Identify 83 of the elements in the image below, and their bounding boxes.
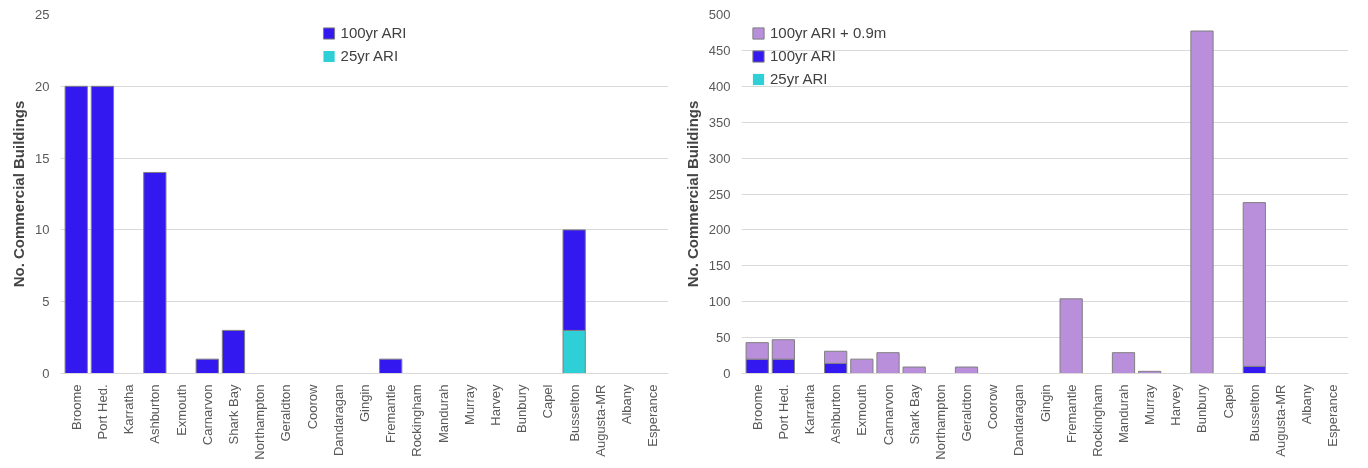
bar	[143, 171, 167, 374]
x-tick-label: Carnarvon	[880, 384, 896, 446]
x-tick-label: Augusta-MR	[592, 384, 608, 457]
y-tick-label: 150	[708, 258, 731, 274]
y-tick-label: 10	[35, 222, 50, 238]
x-tick-label: Rockingham	[409, 384, 425, 457]
y-tick-label: 0	[42, 366, 50, 381]
bar	[954, 366, 979, 374]
bar	[902, 366, 926, 374]
x-tick-label: Northampton	[932, 384, 948, 460]
y-tick-label: 300	[708, 150, 731, 166]
bar	[1059, 298, 1083, 374]
x-tick-label: Gingin	[1037, 384, 1053, 423]
x-tick-label: Busselton	[566, 384, 582, 442]
x-tick-label: Broome	[749, 384, 765, 431]
bar	[1190, 30, 1214, 374]
x-tick-label: Shark Bay	[225, 384, 241, 445]
x-tick-label: Esperance	[1325, 384, 1341, 447]
x-tick-label: Mandurah	[1115, 384, 1131, 444]
x-tick-label: Bunbury	[1194, 384, 1210, 433]
y-tick-label: 5	[42, 294, 50, 310]
x-tick-label: Albany	[1299, 384, 1315, 425]
bar	[1111, 352, 1136, 374]
bar	[876, 352, 900, 374]
x-tick-label: Port Hed.	[94, 384, 110, 440]
x-tick-label: Murray	[1142, 384, 1158, 425]
x-tick-label: Dandaragan	[1011, 384, 1027, 457]
y-tick-label: 500	[708, 7, 731, 22]
x-tick-label: Murray	[461, 384, 477, 425]
x-tick-label: Gingin	[357, 384, 372, 423]
y-tick-label: 250	[708, 186, 731, 202]
x-tick-label: Shark Bay	[906, 384, 922, 445]
x-tick-label: Geraldton	[959, 384, 975, 442]
y-tick-label: 450	[708, 42, 731, 58]
legend-label: 100yr ARI + 0.9m	[770, 24, 887, 41]
x-tick-label: Capel	[1220, 384, 1236, 419]
x-tick-label: Albany	[619, 384, 635, 425]
x-tick-label: Exmouth	[854, 384, 870, 436]
x-tick-label: Broome	[68, 384, 84, 431]
x-tick-label: Busselton	[1246, 384, 1262, 442]
x-tick-label: Ashburton	[828, 384, 844, 444]
y-tick-label: 400	[708, 78, 731, 94]
bar	[379, 358, 403, 374]
x-tick-label: Fremantle	[383, 384, 399, 444]
y-tick-label: 0	[723, 366, 731, 381]
x-tick-label: Harvey	[1168, 384, 1184, 426]
bar	[221, 329, 246, 374]
x-tick-label: Harvey	[488, 384, 504, 426]
x-tick-label: Port Hed.	[775, 384, 791, 440]
x-tick-label: Dandaragan	[330, 384, 346, 457]
legend-label: 100yr ARI	[340, 24, 407, 41]
legend-label: 25yr ARI	[770, 70, 828, 87]
legend-label: 100yr ARI	[770, 47, 836, 64]
x-tick-label: Esperance	[645, 384, 661, 447]
y-tick-label: 20	[35, 78, 50, 94]
x-tick-label: Geraldton	[278, 384, 294, 442]
bar	[64, 85, 88, 374]
y-tick-label: 50	[716, 330, 731, 346]
bar	[90, 85, 115, 374]
bar	[195, 358, 219, 374]
y-tick-label: 200	[708, 222, 731, 238]
bar	[850, 358, 874, 374]
x-tick-label: Fremantle	[1063, 384, 1079, 444]
x-tick-label: Rockingham	[1089, 384, 1105, 457]
y-tick-label: 15	[35, 150, 50, 166]
x-tick-label: Augusta-MR	[1272, 384, 1288, 457]
x-tick-label: Coorow	[304, 383, 320, 430]
x-tick-label: Ashburton	[147, 384, 163, 444]
x-tick-label: Bunbury	[514, 384, 530, 433]
y-axis-title: No. Commercial Buildings	[10, 100, 28, 288]
x-tick-label: Capel	[540, 384, 556, 419]
x-tick-label: Northampton	[252, 384, 268, 460]
legend-label: 25yr ARI	[340, 47, 399, 64]
y-tick-label: 100	[708, 294, 731, 310]
x-tick-label: Exmouth	[173, 384, 189, 436]
x-tick-label: Coorow	[985, 383, 1001, 430]
y-tick-label: 25	[35, 7, 50, 22]
x-tick-label: Karratha	[802, 383, 818, 435]
y-axis-title: No. Commercial Buildings	[683, 100, 701, 288]
x-tick-label: Mandurah	[435, 384, 451, 444]
y-tick-label: 350	[708, 114, 731, 130]
x-tick-label: Carnarvon	[199, 384, 215, 446]
x-tick-label: Karratha	[121, 383, 137, 435]
